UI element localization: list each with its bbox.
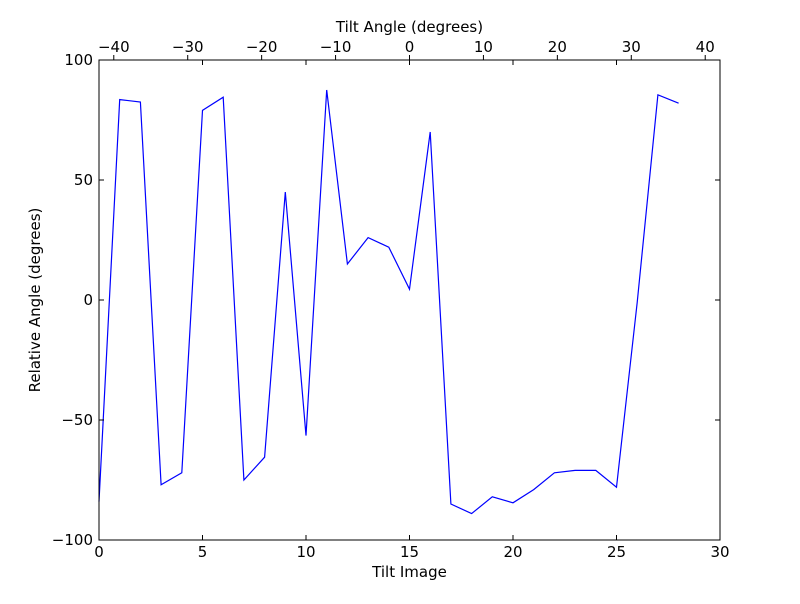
plot-area [99,60,720,540]
top-x-tick-label: −40 [98,38,130,56]
x-tick-label: 5 [198,543,208,561]
top-x-tick-label: 20 [548,38,567,56]
x-tick-label: 30 [710,543,729,561]
x-axis-label: Tilt Image [371,563,447,581]
top-x-tick-label: −10 [320,38,352,56]
y-axis-label: Relative Angle (degrees) [26,208,44,393]
y-tick-label: 100 [64,51,93,69]
y-tick-label: 0 [83,291,93,309]
top-x-tick-label: 30 [622,38,641,56]
top-x-tick-label: −30 [172,38,204,56]
x-tick-label: 15 [400,543,419,561]
ticks-layer: 0 5 10 15 20 25 30−40 −30 −20 −10 0 10 20 30 40−100−50… [52,38,730,561]
top-x-tick-label: 0 [405,38,415,56]
top-x-tick-label: 10 [474,38,493,56]
top-x-tick-label: −20 [246,38,278,56]
y-tick-label: −100 [52,531,93,549]
series-line-0 [98,89,679,515]
y-tick-label: −50 [61,411,93,429]
series-layer [98,89,679,515]
x-tick-label: 25 [607,543,626,561]
plot-frame [98,59,721,541]
x-tick-label: 0 [94,543,104,561]
x-tick-label: 10 [296,543,315,561]
y-tick-label: 50 [74,171,93,189]
top-x-tick-label: 40 [696,38,715,56]
x-tick-label: 20 [503,543,522,561]
top-x-axis-label: Tilt Angle (degrees) [335,18,483,36]
